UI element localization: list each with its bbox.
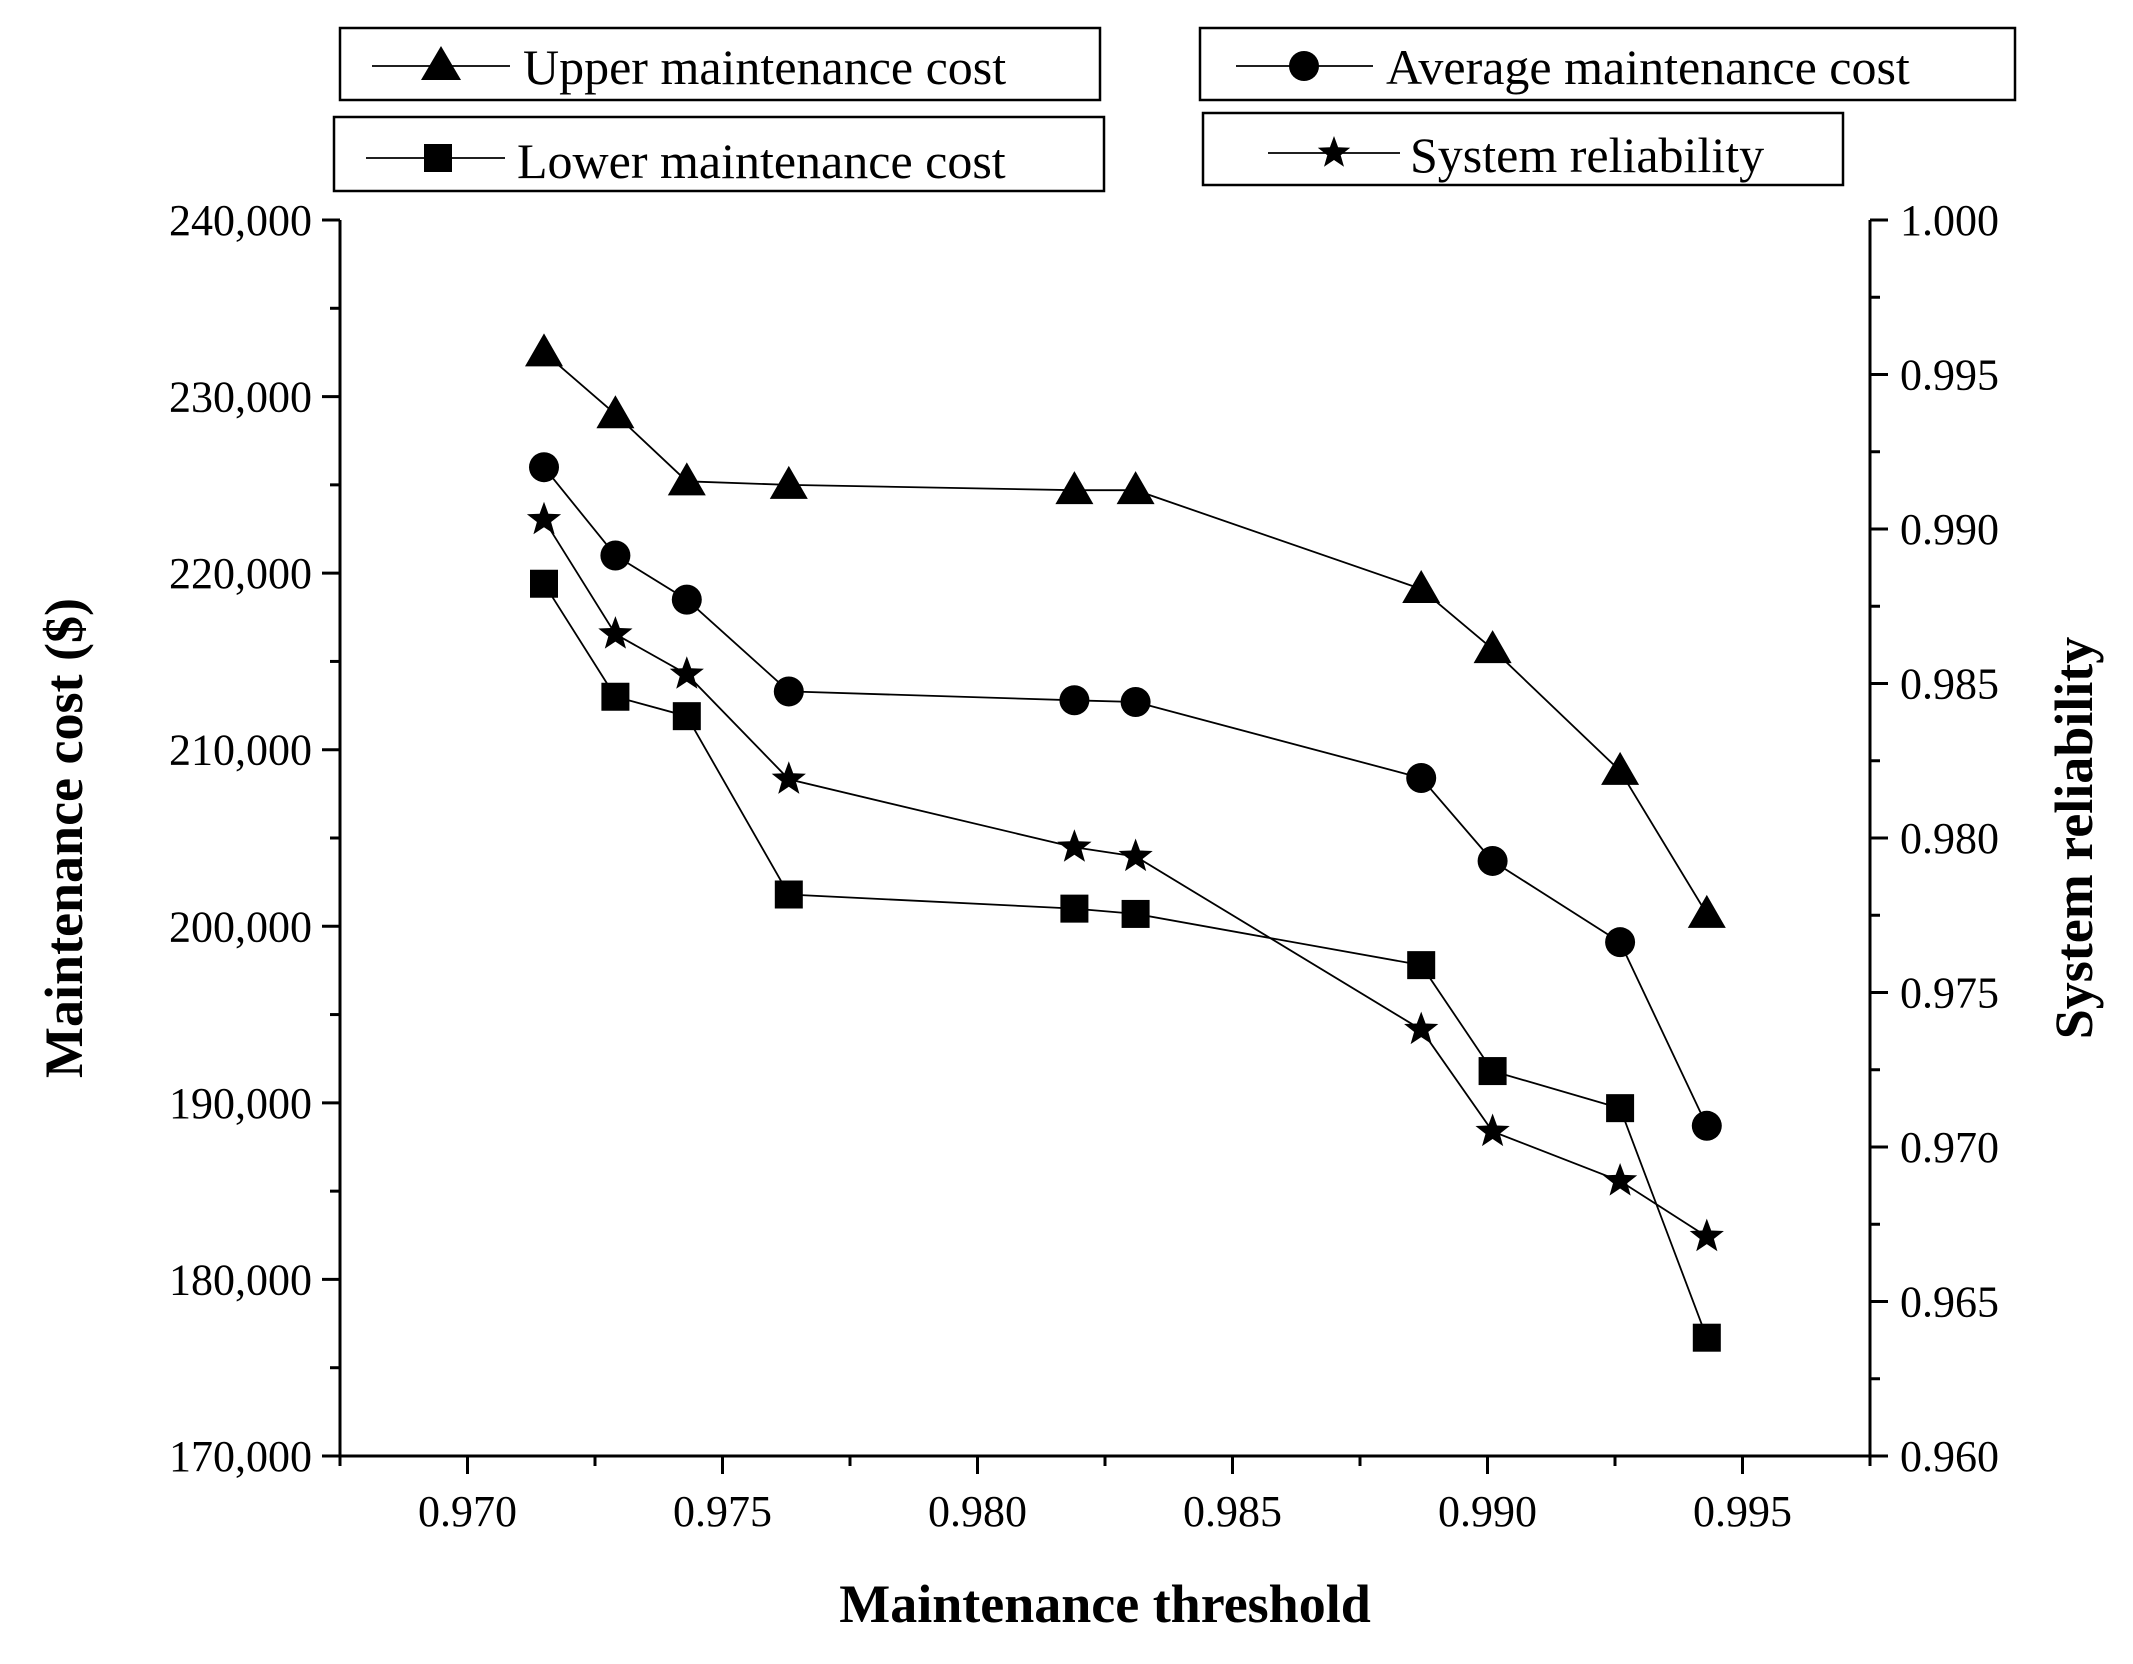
- data-point-star: [1603, 1163, 1638, 1196]
- x-tick-label: 0.980: [928, 1487, 1027, 1536]
- y-tick-label: 210,000: [169, 726, 312, 775]
- data-point-circle: [1406, 762, 1437, 793]
- data-point-circle: [1059, 685, 1090, 716]
- ticks: 170,000 180,000 190,000 200,000 210,000 220,0…: [169, 196, 1999, 1536]
- data-point-triangle: [1687, 894, 1726, 928]
- data-point-square: [1121, 899, 1150, 928]
- data-point-circle: [671, 584, 702, 615]
- series-line-star: [543, 519, 1708, 1238]
- data-point-square: [1060, 894, 1089, 923]
- legend-average-label: Average maintenance cost: [1386, 39, 1910, 95]
- data-point-star: [1689, 1218, 1724, 1252]
- data-point-star: [669, 656, 704, 689]
- y-tick-label: 220,000: [169, 549, 312, 598]
- data-point-triangle: [1402, 570, 1441, 604]
- data-point-star: [526, 501, 562, 535]
- data-point-triangle: [667, 462, 706, 496]
- y2-tick-label: 0.985: [1900, 660, 1999, 709]
- data-point-circle: [1477, 845, 1508, 876]
- y2-tick-label: 0.975: [1900, 969, 1999, 1018]
- data-point-triangle: [596, 395, 635, 429]
- data-point-triangle: [769, 465, 808, 499]
- data-point-square: [1478, 1057, 1507, 1086]
- y2-tick-label: 0.990: [1900, 505, 1999, 554]
- data-point-circle: [773, 676, 804, 707]
- data-point-triangle: [1116, 471, 1155, 505]
- legend-upper: Upper maintenance cost: [338, 26, 1102, 102]
- legend-lower: Lower maintenance cost: [332, 115, 1106, 193]
- data-point-star: [771, 761, 806, 794]
- data-point-triangle: [525, 333, 563, 367]
- data-point-circle: [1691, 1110, 1722, 1141]
- legend-lower-label: Lower maintenance cost: [517, 133, 1006, 189]
- x-tick-label: 0.970: [418, 1487, 517, 1536]
- y2-tick-label: 0.960: [1900, 1432, 1999, 1481]
- x-tick-label: 0.985: [1183, 1487, 1282, 1536]
- series-square: [530, 569, 1721, 1352]
- data-point-square: [774, 880, 803, 909]
- x-tick-label: 0.990: [1438, 1487, 1537, 1536]
- legend-square-marker: [424, 144, 452, 172]
- x-tick-label: 0.975: [673, 1487, 772, 1536]
- data-point-triangle: [1601, 751, 1640, 785]
- data-point-circle: [600, 540, 631, 571]
- data-point-square: [1606, 1094, 1635, 1123]
- y-tick-label: 230,000: [169, 373, 312, 422]
- y-tick-label: 190,000: [169, 1079, 312, 1128]
- y-tick-label: 200,000: [169, 902, 312, 951]
- series-layer: [525, 333, 1726, 1352]
- data-point-star: [598, 616, 633, 649]
- data-point-triangle: [1055, 471, 1094, 505]
- y2-tick-label: 0.970: [1900, 1123, 1999, 1172]
- legend-average: Average maintenance cost: [1198, 26, 2017, 102]
- x-axis-title: Maintenance threshold: [839, 1574, 1371, 1634]
- data-point-circle: [529, 452, 559, 483]
- y-axis-title: Maintenance cost ($): [34, 598, 94, 1078]
- data-point-star: [1475, 1113, 1510, 1147]
- data-point-square: [672, 702, 701, 731]
- legend-triangle-marker: [421, 46, 461, 80]
- x-tick-label: 0.995: [1693, 1487, 1792, 1536]
- series-triangle: [525, 333, 1726, 928]
- y-tick-label: 170,000: [169, 1432, 312, 1481]
- y2-tick-label: 1.000: [1900, 196, 1999, 245]
- data-point-star: [1404, 1011, 1439, 1045]
- y2-tick-label: 0.995: [1900, 351, 1999, 400]
- series-line-square: [543, 583, 1708, 1339]
- data-point-square: [530, 569, 558, 598]
- legend-star-marker: [1317, 136, 1351, 167]
- data-point-circle: [1120, 687, 1151, 718]
- y2-axis-title: System reliability: [2044, 637, 2104, 1039]
- data-point-square: [601, 682, 630, 711]
- legend-reliability-label: System reliability: [1410, 127, 1764, 183]
- y2-tick-label: 0.965: [1900, 1278, 1999, 1327]
- series-star: [526, 501, 1724, 1252]
- series-line-triangle: [543, 351, 1708, 915]
- series-line-circle: [543, 466, 1708, 1127]
- data-point-square: [1692, 1323, 1721, 1352]
- legend-circle-marker: [1289, 51, 1319, 81]
- y2-tick-label: 0.980: [1900, 814, 1999, 863]
- data-point-star: [1057, 829, 1092, 862]
- series-circle: [529, 452, 1722, 1141]
- y-tick-label: 180,000: [169, 1255, 312, 1304]
- y-tick-label: 240,000: [169, 196, 312, 245]
- data-point-square: [1407, 951, 1436, 980]
- data-point-triangle: [1473, 630, 1512, 664]
- data-point-star: [1118, 838, 1153, 872]
- legend-upper-label: Upper maintenance cost: [523, 39, 1006, 95]
- data-point-circle: [1605, 927, 1636, 958]
- legend-reliability: System reliability: [1201, 111, 1845, 187]
